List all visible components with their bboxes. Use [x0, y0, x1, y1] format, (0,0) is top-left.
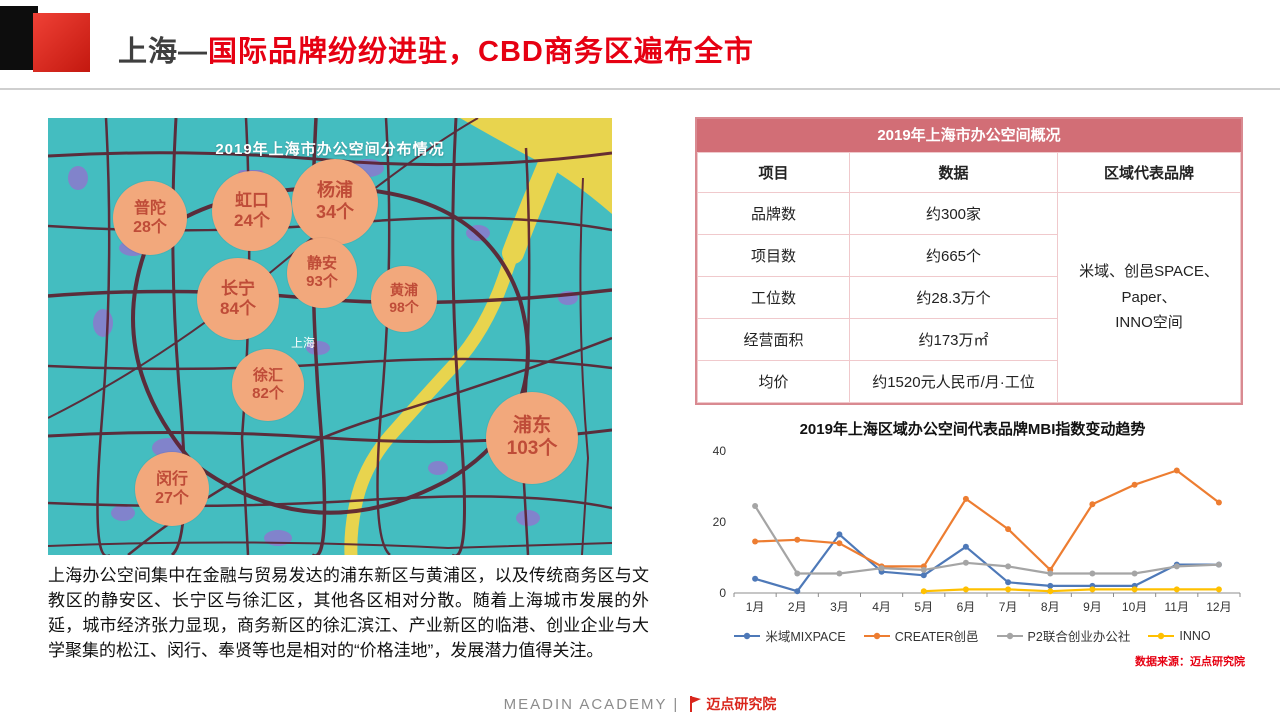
chart-plot-area: 0 20 40 1月 2月 3月 4月 5月 6月 7月 8月 9月 10月 11月 12月 — [713, 444, 1241, 614]
table-row: 品牌数 约300家 米域、创邑SPACE、Paper、 INNO空间 — [697, 192, 1241, 403]
svg-text:4月: 4月 — [872, 600, 891, 614]
legend-label: P2联合创业办公社 — [1027, 630, 1131, 644]
brand-cell: 米域、创邑SPACE、Paper、 INNO空间 — [1057, 192, 1241, 403]
svg-text:11月: 11月 — [1165, 600, 1189, 614]
map-bubble: 闵行 27个 — [135, 452, 209, 526]
svg-text:2月: 2月 — [788, 600, 807, 614]
legend-item: 米域MIXPACE — [734, 626, 846, 645]
map-bubble: 静安 93个 — [287, 238, 357, 308]
row-value: 约665个 — [849, 234, 1058, 277]
row-label: 品牌数 — [697, 192, 850, 235]
map-bubble: 浦东 103个 — [486, 392, 578, 484]
legend-label: INNO — [1179, 628, 1211, 643]
row-value: 约173万㎡ — [849, 318, 1058, 361]
legend-item: P2联合创业办公社 — [996, 626, 1131, 645]
description-paragraph: 上海办公空间集中在金融与贸易发达的浦东新区与黄浦区，以及传统商务区与文教区的静安… — [48, 566, 649, 660]
map-bubble: 黄浦 98个 — [371, 266, 437, 332]
office-space-table-card: 2019年上海市办公空间概况 项目 数据 区域代表品牌 品牌数 约300家 米域… — [695, 117, 1243, 405]
decor-red-square — [33, 13, 90, 72]
footer: MEADIN ACADEMY | 迈点研究院 — [0, 694, 1280, 714]
legend-item: CREATER创邑 — [863, 626, 979, 645]
mbi-trend-chart: 2019年上海区域办公空间代表品牌MBI指数变动趋势 0 20 40 1月 2月 3月 4月… — [700, 418, 1245, 669]
row-label: 工位数 — [697, 276, 850, 319]
chart-title: 2019年上海区域办公空间代表品牌MBI指数变动趋势 — [799, 421, 1146, 438]
page-title: 上海—国际品牌纷纷进驻，CBD商务区遍布全市 — [118, 28, 754, 70]
svg-text:1月: 1月 — [746, 600, 765, 614]
map-bubble: 长宁 84个 — [197, 258, 279, 340]
row-value: 约28.3万个 — [849, 276, 1058, 319]
svg-text:6月: 6月 — [957, 600, 976, 614]
table-col-brand: 区域代表品牌 — [1057, 152, 1241, 193]
map-bubble: 徐汇 82个 — [232, 349, 304, 421]
svg-text:10月: 10月 — [1122, 600, 1147, 614]
legend-marker-icon — [996, 632, 1023, 639]
map-city-label: 上海 — [291, 336, 316, 350]
svg-text:12月: 12月 — [1206, 600, 1231, 614]
decor-black-square — [0, 6, 38, 70]
map-title: 2019年上海市办公空间分布情况 — [215, 141, 445, 158]
svg-text:20: 20 — [713, 515, 727, 529]
svg-text:9月: 9月 — [1083, 600, 1102, 614]
svg-text:8月: 8月 — [1041, 600, 1060, 614]
meadin-logo-text: 迈点研究院 — [706, 696, 777, 712]
table-row: 项目数 约665个 — [697, 234, 1241, 277]
table-col-item: 项目 — [697, 152, 850, 193]
table-title: 2019年上海市办公空间概况 — [697, 119, 1241, 152]
office-space-table: 项目 数据 区域代表品牌 品牌数 约300家 米域、创邑SPACE、Paper、… — [697, 152, 1241, 403]
svg-text:5月: 5月 — [914, 600, 933, 614]
legend-marker-icon — [1148, 632, 1175, 639]
page-title-main: 国际品牌纷纷进驻，CBD商务区遍布全市 — [208, 36, 754, 68]
meadin-logo-icon — [690, 696, 702, 712]
row-label: 均价 — [697, 360, 850, 403]
map-bubble: 杨浦 34个 — [292, 159, 378, 245]
svg-text:40: 40 — [713, 444, 727, 458]
svg-text:7月: 7月 — [999, 600, 1018, 614]
page-title-prefix: 上海— — [118, 36, 209, 68]
footer-academy-text: MEADIN ACADEMY | — [503, 695, 680, 713]
legend-label: 米域MIXPACE — [765, 630, 846, 644]
shanghai-map: 2019年上海市办公空间分布情况 上海 普陀 28个 虹口 24个 杨浦 34个 静安 93个… — [48, 118, 612, 555]
meadin-logo: 迈点研究院 — [689, 694, 776, 714]
map-bubble: 普陀 28个 — [113, 181, 187, 255]
table-col-data: 数据 — [849, 152, 1058, 193]
row-label: 经营面积 — [697, 318, 850, 361]
legend-marker-icon — [863, 632, 890, 639]
map-bubble: 虹口 24个 — [212, 171, 292, 251]
chart-legend: 米域MIXPACE CREATER创邑 P2联合创业办公社 INNO — [700, 626, 1245, 645]
table-row: 均价 约1520元人民币/月·工位 — [697, 360, 1241, 403]
data-source-note: 数据来源：迈点研究院 — [1135, 656, 1245, 668]
legend-item: INNO — [1148, 628, 1211, 643]
legend-label: CREATER创邑 — [894, 630, 979, 644]
row-label: 项目数 — [697, 234, 850, 277]
legend-marker-icon — [734, 632, 761, 639]
header-divider — [0, 88, 1280, 90]
svg-text:0: 0 — [719, 586, 726, 600]
row-value: 约1520元人民币/月·工位 — [849, 360, 1058, 403]
svg-text:3月: 3月 — [830, 600, 849, 614]
row-value: 约300家 — [849, 192, 1058, 235]
